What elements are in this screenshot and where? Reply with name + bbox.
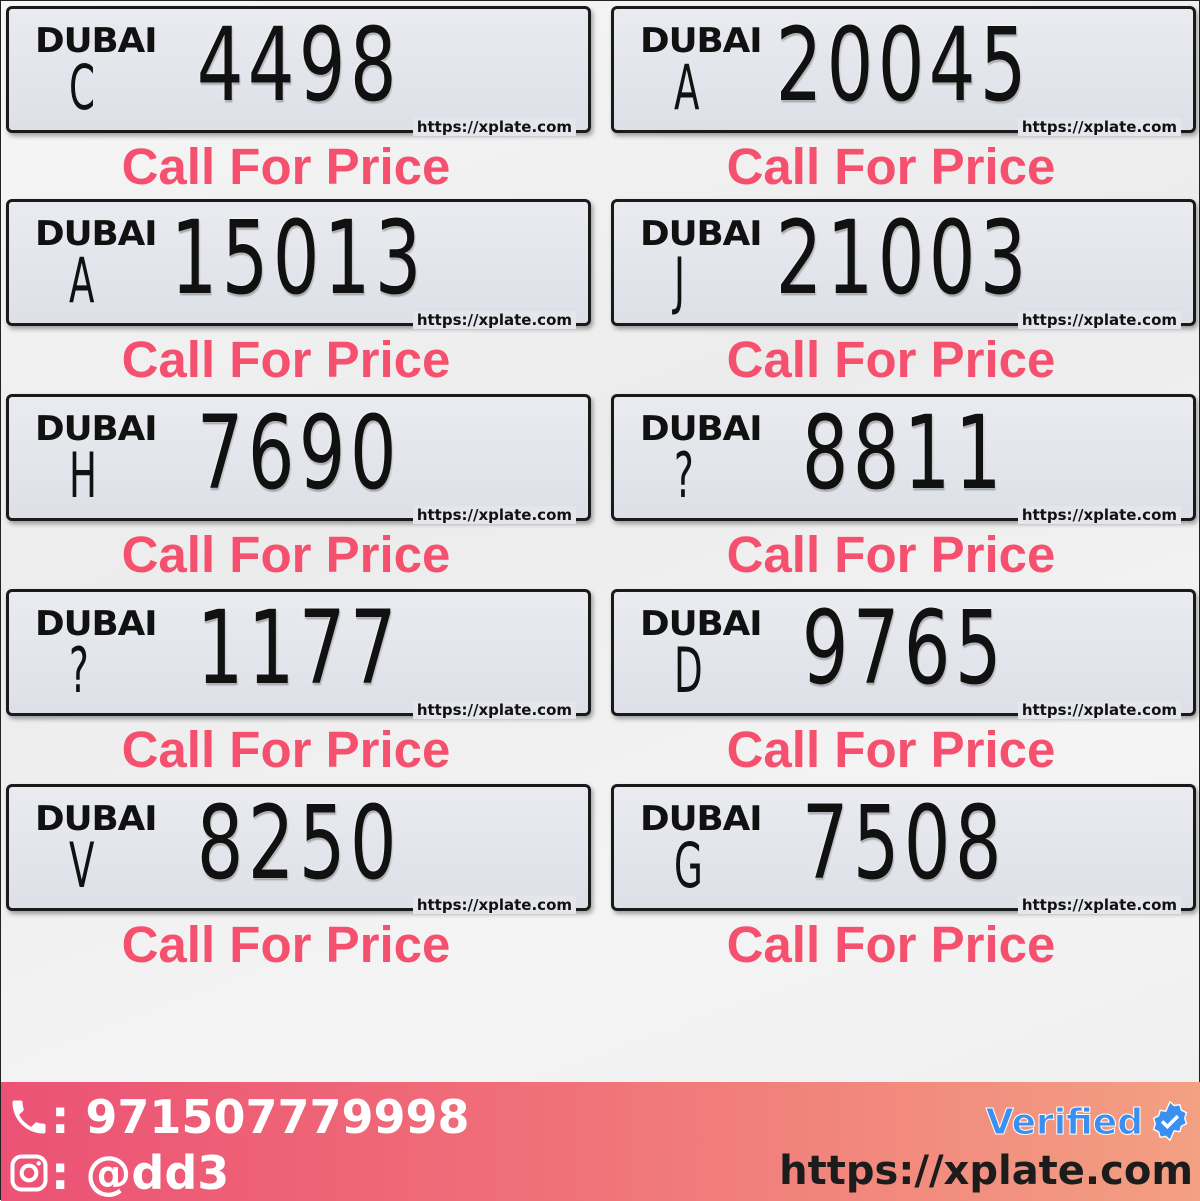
plate-code: A [674, 51, 700, 124]
instagram-icon [10, 1154, 48, 1192]
plate-listing[interactable]: DUBAI G 7508 https://xplate.com Call For… [611, 784, 1196, 979]
plate-code: G [674, 829, 703, 902]
plate-number: 15013 [170, 199, 427, 318]
plate-number: 9765 [801, 589, 1006, 708]
call-for-price: Call For Price [121, 331, 451, 388]
call-for-price: Call For Price [726, 331, 1056, 388]
call-for-price: Call For Price [121, 138, 451, 195]
plate-watermark: https://xplate.com [1017, 896, 1181, 914]
plate-number-wrap: 4498 [9, 15, 588, 117]
plate-watermark: https://xplate.com [412, 896, 576, 914]
plate-watermark: https://xplate.com [1017, 118, 1181, 136]
plate-code: H [69, 439, 97, 512]
plate-watermark: https://xplate.com [412, 701, 576, 719]
plate-number-wrap: 8250 [9, 793, 588, 895]
plate-number-wrap: 9765 [614, 598, 1193, 700]
site-link[interactable]: https://xplate.com [779, 1148, 1193, 1194]
emirate-label: DUBAI [35, 409, 158, 449]
call-for-price: Call For Price [121, 526, 451, 583]
plate-number: 8811 [801, 394, 1006, 513]
emirate-label: DUBAI [640, 214, 763, 254]
plate-watermark: https://xplate.com [1017, 506, 1181, 524]
license-plate: DUBAI G 7508 https://xplate.com [611, 784, 1196, 914]
plate-listing[interactable]: DUBAI D 9765 https://xplate.com Call For… [611, 589, 1196, 784]
license-plate: DUBAI ? 1177 https://xplate.com [6, 589, 591, 719]
verified-badge-icon [1152, 1100, 1188, 1142]
plate-code: A [69, 244, 95, 317]
call-for-price: Call For Price [726, 916, 1056, 973]
license-plate: DUBAI ? 8811 https://xplate.com [611, 394, 1196, 524]
plate-number-wrap: 20045 [614, 15, 1193, 117]
plate-listing[interactable]: DUBAI A 15013 https://xplate.com Call Fo… [6, 199, 591, 394]
plate-watermark: https://xplate.com [1017, 311, 1181, 329]
plate-number: 7508 [801, 784, 1006, 903]
emirate-label: DUBAI [640, 21, 763, 61]
call-for-price: Call For Price [726, 526, 1056, 583]
license-plate: DUBAI H 7690 https://xplate.com [6, 394, 591, 524]
plate-watermark: https://xplate.com [1017, 701, 1181, 719]
plate-number: 4498 [196, 6, 401, 125]
plate-listing[interactable]: DUBAI C 4498 https://xplate.com Call For… [6, 6, 591, 201]
plate-listing[interactable]: DUBAI J 21003 https://xplate.com Call Fo… [611, 199, 1196, 394]
call-for-price: Call For Price [121, 916, 451, 973]
plate-listing[interactable]: DUBAI ? 1177 https://xplate.com Call For… [6, 589, 591, 784]
plate-watermark: https://xplate.com [412, 506, 576, 524]
plate-code: ? [674, 439, 694, 512]
plate-code: J [674, 244, 685, 317]
plate-number-wrap: 7508 [614, 793, 1193, 895]
plate-number: 8250 [196, 784, 401, 903]
call-for-price: Call For Price [726, 721, 1056, 778]
call-for-price: Call For Price [726, 138, 1056, 195]
verified-label: Verified [985, 1102, 1143, 1144]
emirate-label: DUBAI [35, 604, 158, 644]
plate-number-wrap: 8811 [614, 403, 1193, 505]
emirate-label: DUBAI [640, 409, 763, 449]
plate-number: 21003 [775, 199, 1032, 318]
plate-number-wrap: 21003 [614, 208, 1193, 310]
plate-code: V [69, 829, 95, 902]
plate-listing[interactable]: DUBAI H 7690 https://xplate.com Call For… [6, 394, 591, 589]
plate-code: C [69, 51, 95, 124]
emirate-label: DUBAI [35, 21, 158, 61]
license-plate: DUBAI A 15013 https://xplate.com [6, 199, 591, 329]
call-for-price: Call For Price [121, 721, 451, 778]
phone-row[interactable]: : 971507779998 [7, 1094, 470, 1140]
emirate-label: DUBAI [640, 604, 763, 644]
instagram-handle: : @dd3 [51, 1146, 230, 1200]
emirate-label: DUBAI [35, 799, 158, 839]
plate-watermark: https://xplate.com [412, 311, 576, 329]
plate-code: D [674, 634, 703, 707]
plate-listing[interactable]: DUBAI ? 8811 https://xplate.com Call For… [611, 394, 1196, 589]
plate-number: 1177 [196, 589, 401, 708]
plate-code: ? [69, 634, 89, 707]
plate-watermark: https://xplate.com [412, 118, 576, 136]
plate-number-wrap: 15013 [9, 208, 588, 310]
license-plate: DUBAI J 21003 https://xplate.com [611, 199, 1196, 329]
plate-number: 20045 [775, 6, 1032, 125]
phone-icon [12, 1100, 46, 1134]
plate-number: 7690 [196, 394, 401, 513]
plate-number-wrap: 1177 [9, 598, 588, 700]
plate-listing[interactable]: DUBAI V 8250 https://xplate.com Call For… [6, 784, 591, 979]
plate-number-wrap: 7690 [9, 403, 588, 505]
emirate-label: DUBAI [640, 799, 763, 839]
license-plate: DUBAI V 8250 https://xplate.com [6, 784, 591, 914]
license-plate: DUBAI A 20045 https://xplate.com [611, 6, 1196, 136]
contact-footer: : 971507779998 : @dd3 Verified https://x… [1, 1082, 1200, 1201]
license-plate: DUBAI D 9765 https://xplate.com [611, 589, 1196, 719]
phone-number: : 971507779998 [51, 1090, 470, 1144]
emirate-label: DUBAI [35, 214, 158, 254]
instagram-row[interactable]: : @dd3 [7, 1150, 229, 1196]
license-plate: DUBAI C 4498 https://xplate.com [6, 6, 591, 136]
plate-listing[interactable]: DUBAI A 20045 https://xplate.com Call Fo… [611, 6, 1196, 201]
